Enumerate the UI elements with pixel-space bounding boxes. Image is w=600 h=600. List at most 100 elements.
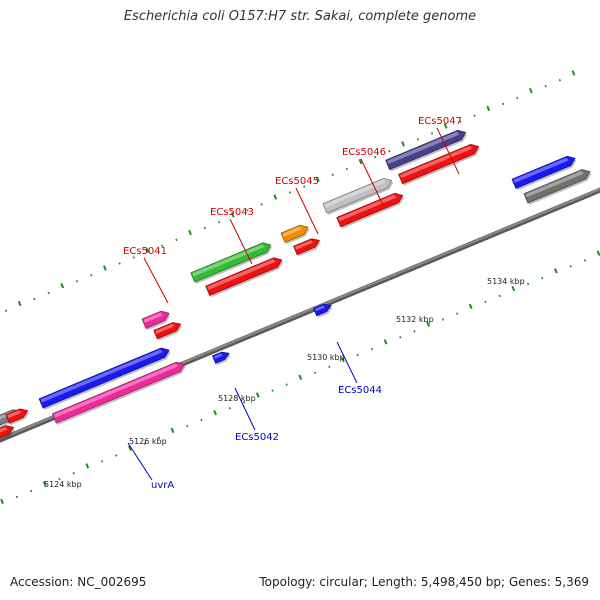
f-ECs5047-purple-arrow[interactable] bbox=[385, 129, 468, 172]
f-ECs5044-blue-arrow[interactable] bbox=[313, 303, 333, 318]
outer-tick bbox=[161, 244, 164, 247]
inner-tick bbox=[128, 445, 132, 451]
f-red-left-b-arrow[interactable] bbox=[5, 408, 30, 426]
scale-tick-label: 5126 kbp bbox=[129, 437, 167, 446]
inner-tick bbox=[15, 495, 18, 499]
outer-tick bbox=[75, 279, 79, 283]
f-uvrA-pink-arrow[interactable] bbox=[51, 361, 186, 426]
f-ECs5041-red-arrow[interactable] bbox=[153, 322, 183, 341]
gene-label[interactable]: ECs5045 bbox=[275, 176, 319, 187]
inner-tick bbox=[328, 365, 331, 369]
label-leader-line bbox=[436, 127, 460, 175]
outer-tick bbox=[473, 114, 476, 117]
inner-tick bbox=[541, 276, 544, 280]
outer-tick bbox=[60, 283, 65, 289]
outer-tick bbox=[571, 70, 576, 76]
inner-tick bbox=[100, 460, 104, 463]
outer-tick bbox=[303, 185, 306, 188]
inner-tick bbox=[186, 424, 189, 428]
outer-tick bbox=[145, 247, 150, 253]
inner-tick bbox=[356, 353, 359, 357]
outer-tick bbox=[544, 84, 547, 88]
f-ECs5046-red-arrow[interactable] bbox=[336, 192, 405, 229]
f-ECs5045-red-arrow[interactable] bbox=[293, 238, 321, 257]
feature-highlight bbox=[295, 240, 314, 250]
inner-tick bbox=[554, 268, 558, 274]
inner-tick bbox=[115, 454, 118, 457]
scale-tick-label: 5132 kbp bbox=[396, 315, 434, 324]
outer-tick bbox=[516, 96, 519, 100]
inner-tick bbox=[484, 300, 487, 304]
outer-tick bbox=[388, 149, 391, 153]
label-leader-line bbox=[143, 257, 169, 304]
gene-label[interactable]: ECs5046 bbox=[342, 147, 386, 158]
scale-tick-label: 5134 kbp bbox=[487, 277, 525, 286]
f-ECs5045-orange-arrow[interactable] bbox=[280, 224, 310, 245]
f-right-blue-arrow[interactable] bbox=[511, 155, 577, 191]
f-uvrA-blue-arrow[interactable] bbox=[38, 347, 171, 411]
inner-tick bbox=[511, 285, 516, 292]
inner-tick bbox=[255, 392, 260, 398]
feature-highlight bbox=[40, 349, 163, 403]
inner-tick bbox=[413, 330, 416, 333]
feature-highlight bbox=[324, 179, 386, 208]
inner-tick bbox=[29, 489, 33, 493]
label-leader-line bbox=[234, 387, 256, 431]
outer-tick bbox=[246, 209, 249, 212]
inner-tick bbox=[285, 383, 288, 386]
f-ECs5043-red-arrow[interactable] bbox=[205, 257, 284, 298]
inner-tick bbox=[42, 480, 47, 487]
feature-highlight bbox=[525, 170, 584, 198]
feature-body bbox=[293, 238, 321, 256]
label-leader-line bbox=[127, 442, 153, 481]
feature-highlight bbox=[7, 410, 22, 419]
inner-tick bbox=[569, 265, 572, 268]
features bbox=[0, 129, 592, 448]
scale-tick-label: 5128 kbp bbox=[218, 394, 256, 403]
outer-tick bbox=[331, 173, 334, 177]
outer-tick bbox=[528, 87, 533, 94]
gene-label[interactable]: ECs5041 bbox=[123, 246, 167, 257]
inner-tick bbox=[498, 294, 501, 298]
outer-tick bbox=[345, 167, 348, 171]
inner-tick bbox=[228, 406, 231, 410]
inner-tick bbox=[271, 389, 274, 392]
labels: 5124 kbp 5126 kbp 5128 kbp 5130 kbp 5132 kbp… bbox=[44, 116, 525, 491]
feature-highlight bbox=[282, 226, 302, 237]
outer-tick bbox=[188, 229, 192, 236]
outer-tick bbox=[132, 256, 135, 259]
gene-label[interactable]: ECs5044 bbox=[338, 385, 382, 396]
gene-label[interactable]: ECs5043 bbox=[210, 207, 254, 218]
f-ECs5041-pink-arrow[interactable] bbox=[141, 310, 171, 331]
tick-marks bbox=[0, 70, 600, 505]
gene-label[interactable]: ECs5042 bbox=[235, 432, 279, 443]
label-leader-line bbox=[229, 218, 253, 265]
inner-tick bbox=[399, 336, 402, 339]
gene-label[interactable]: ECs5047 bbox=[418, 116, 462, 127]
inner-tick bbox=[370, 347, 373, 351]
scale-tick-label: 5130 kbp bbox=[307, 353, 345, 362]
feature-highlight bbox=[213, 353, 223, 359]
gene-label[interactable]: uvrA bbox=[151, 480, 174, 491]
outer-tick bbox=[443, 123, 448, 129]
inner-tick bbox=[313, 371, 317, 374]
inner-tick bbox=[58, 477, 61, 481]
feature-body bbox=[212, 351, 230, 364]
inner-tick bbox=[0, 498, 4, 505]
outer-tick bbox=[374, 155, 377, 159]
f-ECs5042-blue-arrow[interactable] bbox=[212, 351, 231, 366]
inner-tick bbox=[170, 427, 175, 434]
outer-tick bbox=[203, 226, 206, 230]
inner-tick bbox=[426, 321, 430, 327]
f-right-gray-arrow[interactable] bbox=[523, 169, 592, 205]
outer-tick bbox=[558, 78, 561, 82]
f-ECs5047-red-arrow[interactable] bbox=[398, 143, 481, 186]
feature-highlight bbox=[155, 323, 175, 334]
feature-highlight bbox=[387, 131, 460, 165]
inner-tick bbox=[583, 259, 586, 262]
feature-highlight bbox=[0, 427, 8, 433]
f-red-left-a-arrow[interactable] bbox=[0, 425, 16, 448]
feature-highlight bbox=[53, 363, 179, 418]
